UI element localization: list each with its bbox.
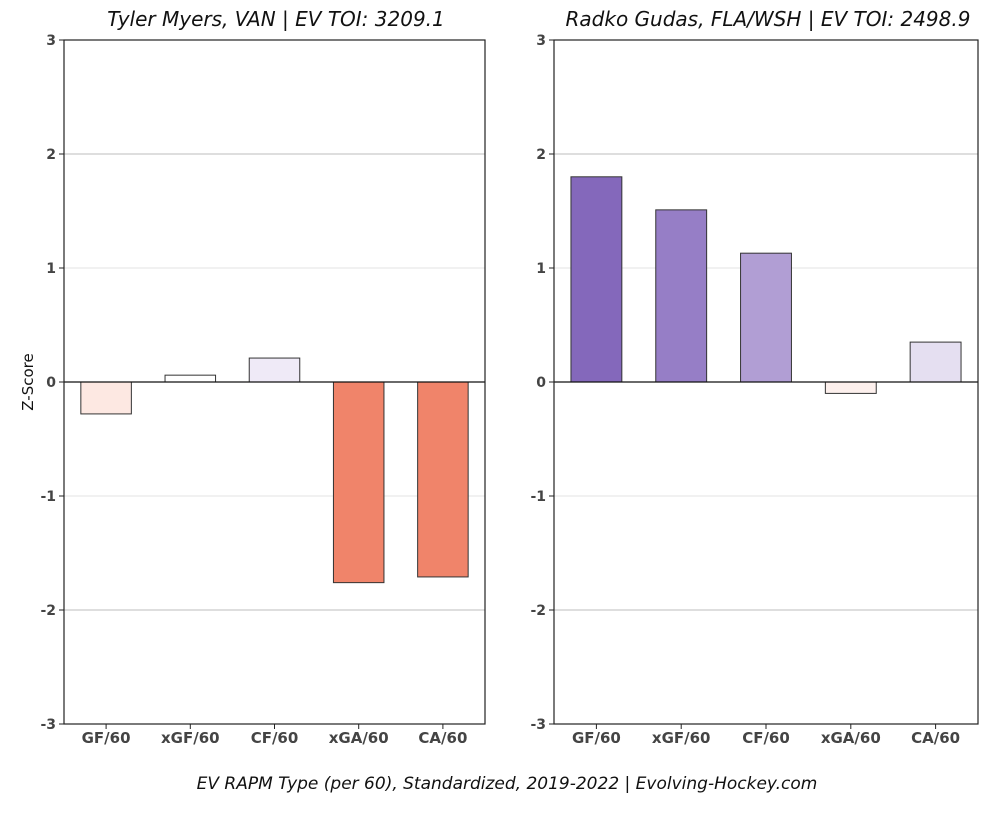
y-tick-label: -2 xyxy=(530,603,546,619)
bar-xga-60 xyxy=(824,381,877,394)
x-tick-label: GF/60 xyxy=(572,729,621,747)
y-tick-label: 2 xyxy=(46,147,56,163)
y-tick-label: 0 xyxy=(46,375,56,391)
y-tick-label: -1 xyxy=(40,489,56,505)
y-tick-label: 3 xyxy=(46,33,56,49)
figure-caption: EV RAPM Type (per 60), Standardized, 201… xyxy=(197,774,818,794)
y-tick-label: -1 xyxy=(530,489,546,505)
bar-ca-60 xyxy=(417,381,469,578)
chart-title: Tyler Myers, VAN | EV TOI: 3209.1 xyxy=(107,7,445,31)
bar-gf-60 xyxy=(570,176,623,383)
bar-cf-60 xyxy=(248,357,301,383)
y-tick-label: 1 xyxy=(536,261,546,277)
x-tick-label: xGA/60 xyxy=(821,729,881,747)
x-tick-label: CF/60 xyxy=(251,729,299,747)
x-tick-label: CF/60 xyxy=(742,729,790,747)
x-tick-label: CA/60 xyxy=(911,729,960,747)
x-tick-label: xGF/60 xyxy=(161,729,220,747)
bar-ca-60 xyxy=(909,341,962,383)
x-tick-label: xGF/60 xyxy=(652,729,711,747)
y-tick-label: -2 xyxy=(40,603,56,619)
y-tick-label: 1 xyxy=(46,261,56,277)
x-tick-label: xGA/60 xyxy=(329,729,389,747)
bar-xgf-60 xyxy=(655,209,708,383)
y-axis-label: Z-Score xyxy=(19,353,37,410)
left-chart-panel: -3 -2 -1 0 1 2 3 GF/60 xGF/60 CF/60 xGA/60 CA/60 Tyl… xyxy=(19,7,486,747)
y-tick-label: -3 xyxy=(40,717,56,733)
y-tick-label: 0 xyxy=(536,375,546,391)
bar-cf-60 xyxy=(740,252,792,383)
x-tick-label: GF/60 xyxy=(82,729,131,747)
y-tick-label: -3 xyxy=(530,717,546,733)
bar-gf-60 xyxy=(80,381,132,415)
x-tick-label: CA/60 xyxy=(418,729,467,747)
chart-title: Radko Gudas, FLA/WSH | EV TOI: 2498.9 xyxy=(566,7,971,31)
y-tick-label: 2 xyxy=(536,147,546,163)
y-tick-label: 3 xyxy=(536,33,546,49)
bar-xga-60 xyxy=(332,381,385,584)
right-chart-panel: -3 -2 -1 0 1 2 3 GF/60 xGF/60 CF/60 xGA/60 CA/60 Rad… xyxy=(530,7,979,747)
bar-xgf-60 xyxy=(164,374,217,383)
